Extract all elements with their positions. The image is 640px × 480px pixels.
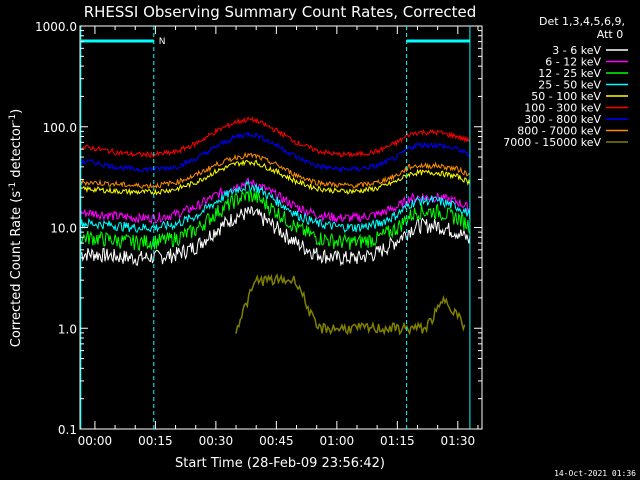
x-tick-label: 01:00 xyxy=(320,434,355,448)
y-tick-label: 1.0 xyxy=(58,322,77,336)
series-6 xyxy=(80,131,471,174)
x-tick-label: 00:45 xyxy=(259,434,294,448)
y-axis-ticks: 1000.0 100.0 10.0 1.0 0.1 xyxy=(35,20,482,437)
x-axis-ticks: 00:00 00:15 00:30 00:45 01:00 01:15 01:30 xyxy=(78,26,479,448)
x-tick-label: 01:30 xyxy=(441,434,476,448)
y-tick-label: 100.0 xyxy=(43,121,77,135)
legend-label: 100 - 300 keV xyxy=(524,102,601,115)
series-line xyxy=(235,273,466,336)
legend-label: 7000 - 15000 keV xyxy=(503,136,601,149)
series-line xyxy=(80,190,471,252)
legend-label: 6 - 12 keV xyxy=(545,56,601,69)
series-7 xyxy=(80,151,471,189)
y-tick-label: 1000.0 xyxy=(35,20,77,34)
y-axis-label-sup2: -1 xyxy=(8,114,18,123)
series-3 xyxy=(80,179,471,234)
series-5 xyxy=(80,116,471,159)
legend-label: 300 - 800 keV xyxy=(524,113,601,126)
legend-header-2: Att 0 xyxy=(597,28,623,41)
x-tick-label: 00:15 xyxy=(138,434,173,448)
y-axis-label-sup1: -1 xyxy=(8,182,18,191)
legend-label: 12 - 25 keV xyxy=(538,67,601,80)
legend-header-1: Det 1,3,4,5,6,9, xyxy=(539,15,625,28)
y-tick-label: 10.0 xyxy=(50,222,77,236)
legend-label: 800 - 7000 keV xyxy=(517,125,601,138)
footer-date: 14-Oct-2021 01:36 xyxy=(554,469,636,478)
legend-label: 25 - 50 keV xyxy=(538,79,601,92)
series-line xyxy=(80,179,471,234)
series-line xyxy=(80,151,471,189)
series-line xyxy=(80,177,471,224)
series-0 xyxy=(80,205,471,267)
x-tick-label: 01:15 xyxy=(380,434,415,448)
legend-label: 50 - 100 keV xyxy=(531,90,601,103)
series-line xyxy=(80,116,471,159)
series-line xyxy=(80,205,471,267)
x-axis-label: Start Time (28-Feb-09 23:56:42) xyxy=(175,456,385,471)
x-tick-label: 00:30 xyxy=(199,434,234,448)
series-line xyxy=(80,159,471,197)
y-axis-label-mid: detector xyxy=(9,122,24,182)
plot-frame xyxy=(79,25,483,430)
chart-title: RHESSI Observing Summary Count Rates, Co… xyxy=(84,3,477,21)
series-line xyxy=(80,131,471,174)
y-axis-label: Corrected Count Rate (s-1 detector-1) xyxy=(8,109,24,347)
series-4 xyxy=(80,159,471,197)
series-1 xyxy=(80,177,471,224)
y-axis-label-end: ) xyxy=(9,109,24,114)
series-layer xyxy=(80,116,471,336)
y-tick-label: 0.1 xyxy=(58,423,77,437)
legend-label: 3 - 6 keV xyxy=(552,44,601,57)
series-8 xyxy=(235,273,466,336)
series-2 xyxy=(80,190,471,252)
flag-label: N xyxy=(159,37,166,47)
y-axis-label-main: Corrected Count Rate (s xyxy=(9,191,24,348)
x-tick-label: 00:00 xyxy=(78,434,113,448)
